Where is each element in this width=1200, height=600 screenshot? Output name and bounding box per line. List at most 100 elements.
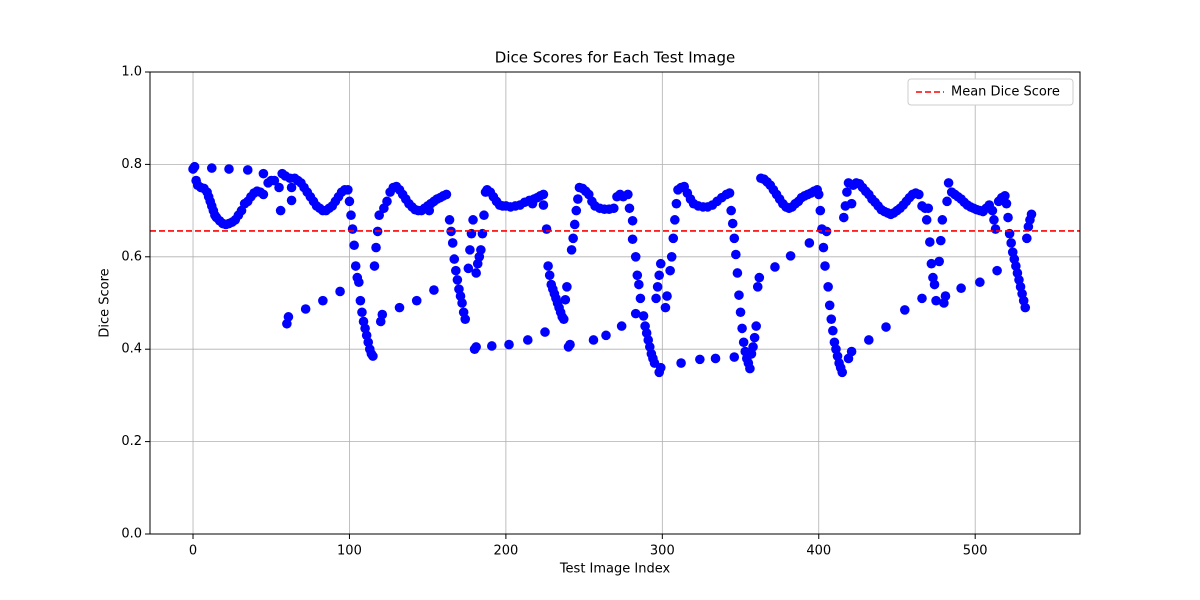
point	[804, 238, 815, 248]
point	[463, 263, 474, 274]
point	[562, 282, 572, 292]
point	[655, 258, 666, 269]
point	[487, 341, 497, 351]
point	[652, 282, 663, 292]
y-tick-label: 1.0	[121, 65, 142, 80]
point	[1020, 302, 1031, 313]
point	[601, 330, 611, 341]
point	[838, 212, 849, 223]
point	[452, 275, 463, 285]
point	[394, 302, 405, 313]
point	[931, 295, 941, 306]
point	[258, 189, 269, 200]
point	[566, 245, 577, 255]
point	[538, 200, 549, 210]
y-tick-label: 0.0	[121, 527, 142, 542]
point	[571, 205, 582, 216]
point	[724, 188, 735, 198]
point	[732, 268, 743, 278]
point	[668, 233, 679, 244]
point	[671, 198, 682, 209]
point	[346, 210, 356, 221]
point	[937, 215, 948, 225]
point	[522, 335, 533, 345]
point	[568, 233, 578, 244]
point	[630, 308, 641, 319]
point	[609, 203, 619, 214]
point	[899, 305, 910, 315]
point	[224, 164, 234, 174]
y-tick-label: 0.6	[121, 249, 142, 264]
point	[632, 270, 643, 281]
point	[429, 285, 439, 295]
y-tick-label: 0.4	[121, 342, 142, 357]
point	[635, 293, 646, 304]
point	[934, 256, 945, 267]
x-tick-label: 500	[963, 544, 988, 559]
point	[917, 293, 927, 304]
point	[471, 342, 481, 352]
point	[382, 196, 392, 207]
x-tick-label: 0	[189, 544, 197, 559]
point	[269, 175, 280, 186]
point	[846, 198, 857, 209]
point	[727, 218, 738, 229]
point	[457, 298, 467, 308]
point	[274, 182, 284, 193]
point	[654, 270, 664, 281]
point	[449, 254, 460, 264]
point	[925, 237, 935, 247]
point	[813, 189, 824, 200]
point	[1006, 238, 1016, 248]
point	[627, 234, 638, 245]
point	[624, 203, 635, 214]
point	[748, 342, 758, 352]
point	[651, 293, 661, 304]
point	[377, 309, 388, 320]
point	[411, 295, 422, 306]
point	[424, 205, 435, 216]
point	[823, 282, 833, 292]
point	[660, 302, 671, 313]
point	[465, 245, 475, 255]
point	[344, 196, 355, 207]
point	[544, 270, 555, 281]
chart-title: Dice Scores for Each Test Image	[495, 49, 735, 67]
point	[935, 235, 946, 246]
point	[1026, 209, 1037, 220]
point	[824, 300, 835, 311]
point	[751, 321, 761, 331]
point	[371, 242, 381, 253]
point	[820, 261, 830, 271]
x-axis-label: Test Image Index	[559, 562, 671, 577]
point	[923, 203, 934, 214]
point	[588, 335, 599, 345]
point	[1022, 233, 1032, 244]
point	[749, 332, 760, 343]
point	[504, 339, 514, 350]
point	[527, 198, 538, 209]
point	[1000, 191, 1010, 201]
point	[975, 277, 985, 288]
point	[989, 215, 999, 225]
point	[662, 291, 672, 301]
point	[634, 279, 644, 290]
point	[258, 168, 269, 179]
point	[318, 295, 328, 306]
point	[368, 351, 378, 361]
point	[479, 210, 489, 221]
y-axis-label: Dice Score	[98, 268, 113, 337]
plot-frame	[149, 71, 1081, 535]
point	[374, 210, 384, 221]
point	[921, 215, 932, 225]
point	[990, 224, 1001, 234]
point	[710, 353, 721, 364]
point	[343, 185, 353, 195]
point	[842, 187, 852, 197]
point	[560, 294, 571, 305]
point	[770, 262, 780, 272]
point	[354, 277, 364, 288]
point	[735, 307, 746, 318]
point	[275, 205, 286, 216]
